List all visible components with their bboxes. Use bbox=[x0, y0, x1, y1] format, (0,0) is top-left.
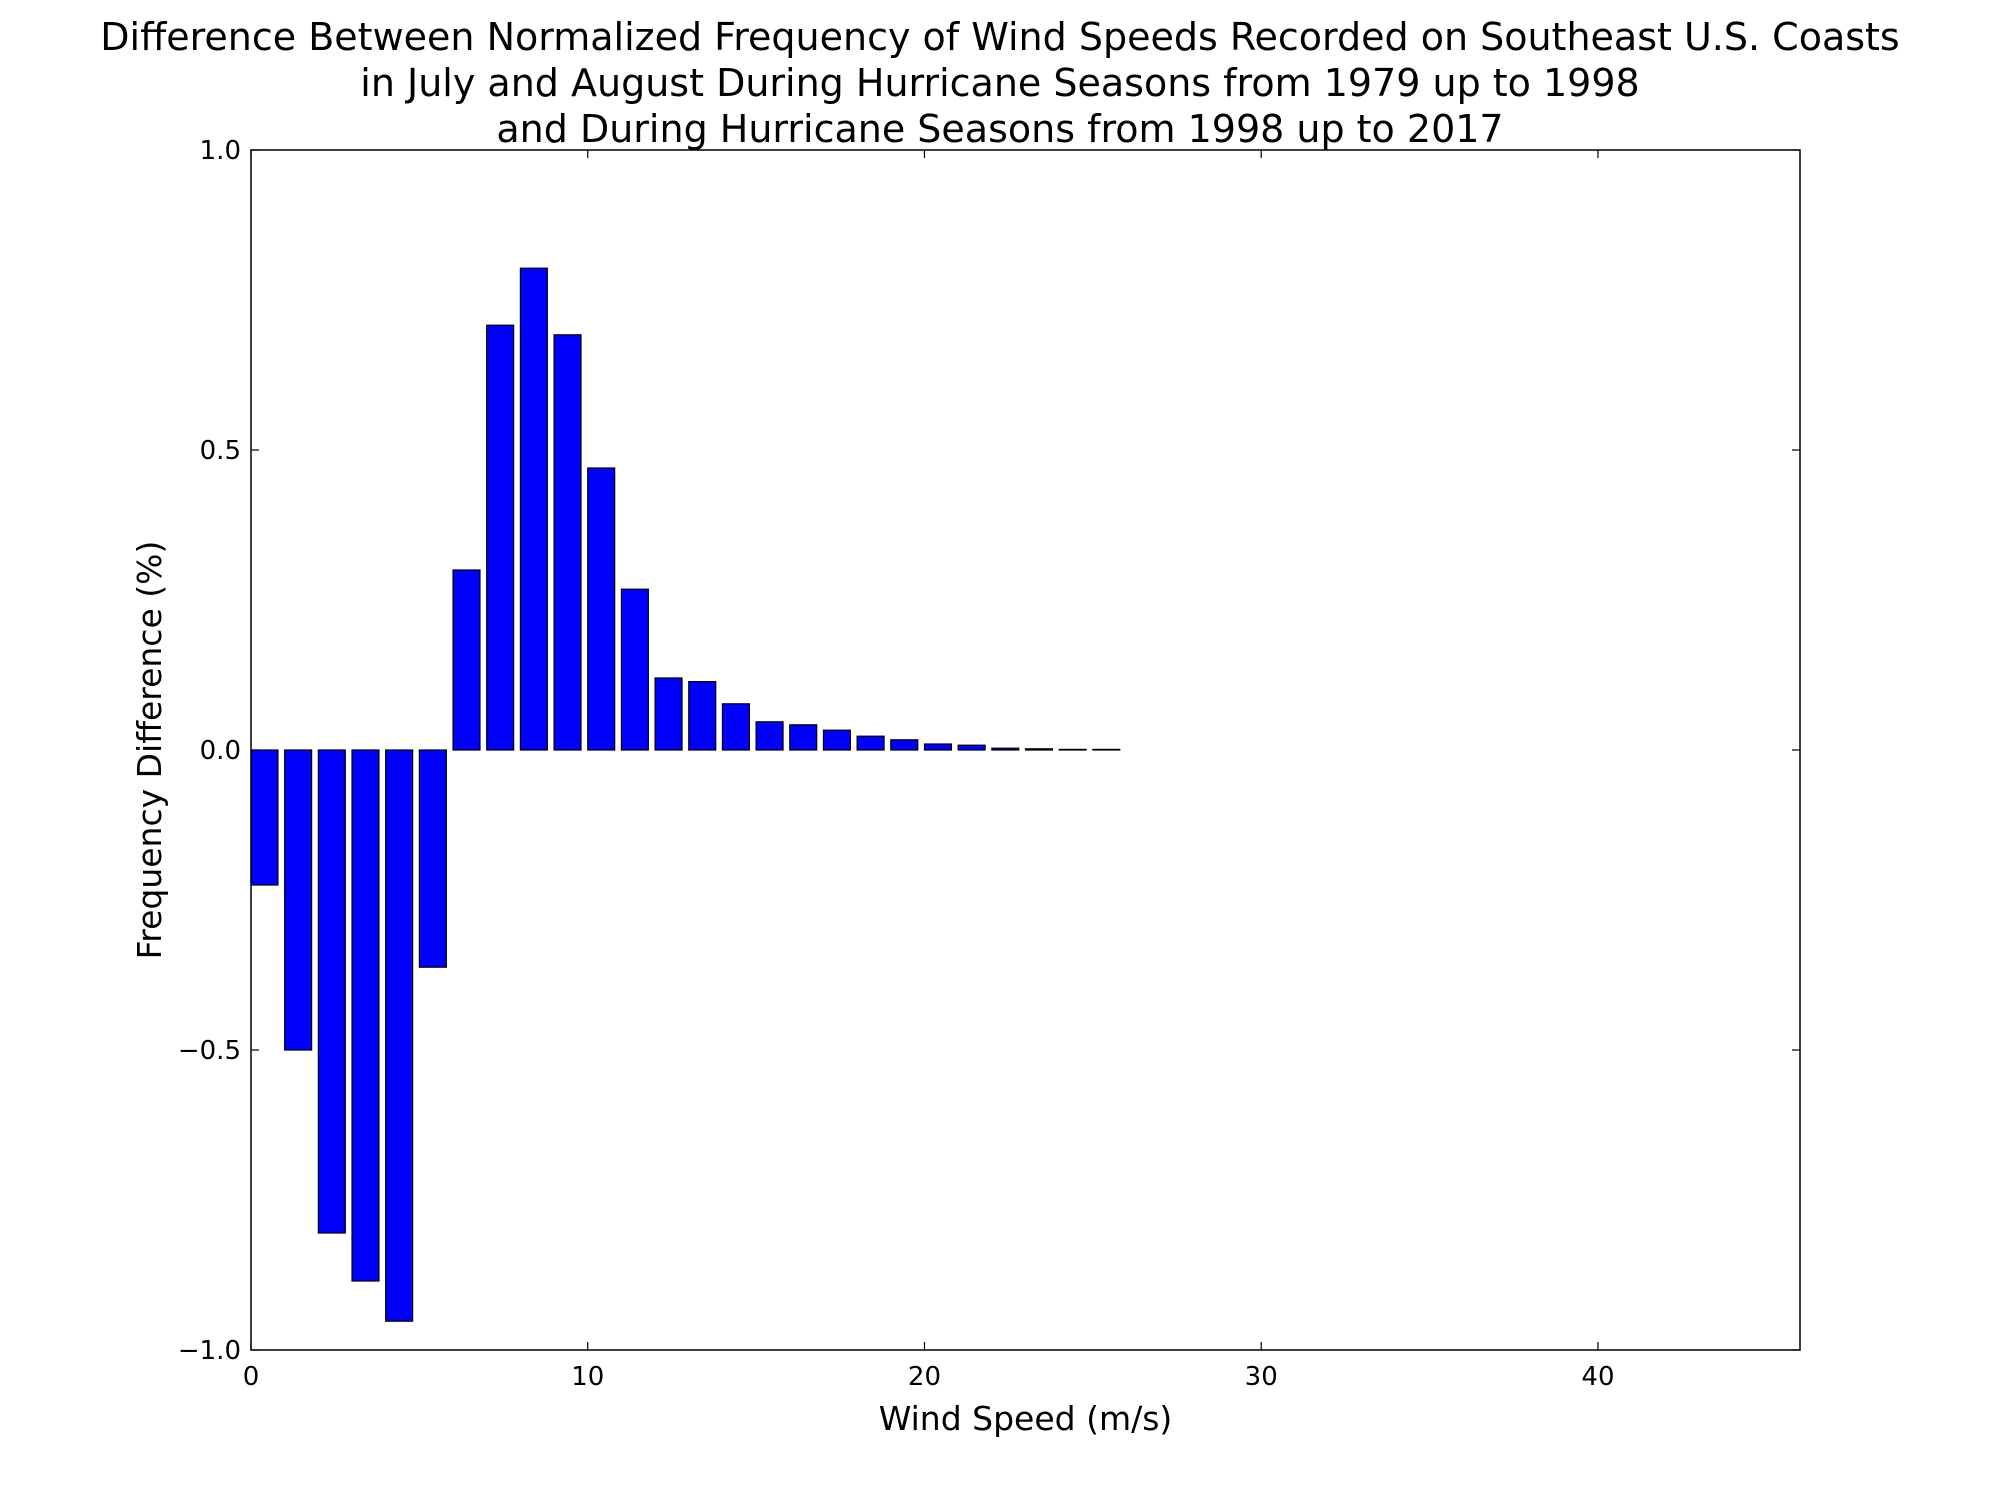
bar-23 bbox=[1024, 748, 1054, 751]
bar-10 bbox=[587, 467, 616, 751]
bar-3 bbox=[351, 749, 380, 1282]
bar-8 bbox=[519, 267, 548, 751]
bar-24 bbox=[1058, 748, 1087, 751]
x-axis-label: Wind Speed (m/s) bbox=[879, 1399, 1173, 1438]
title-line-2: in July and August During Hurricane Seas… bbox=[360, 61, 1639, 105]
bar-6 bbox=[452, 569, 481, 751]
bar-19 bbox=[890, 739, 919, 751]
bar-21 bbox=[957, 744, 986, 751]
x-tick-label-40: 40 bbox=[1581, 1362, 1614, 1392]
x-tick-label-30: 30 bbox=[1245, 1362, 1278, 1392]
bar-16 bbox=[789, 724, 818, 751]
bar-18 bbox=[856, 735, 885, 751]
bar-20 bbox=[923, 743, 953, 751]
y-tick-label-1: 1.0 bbox=[200, 136, 241, 166]
bar-11 bbox=[620, 588, 649, 751]
y-tick-label--0.5: −0.5 bbox=[178, 1036, 241, 1066]
bar-5 bbox=[418, 749, 447, 968]
bar-13 bbox=[688, 680, 717, 751]
bar-14 bbox=[721, 703, 750, 751]
bar-9 bbox=[553, 334, 582, 751]
bar-7 bbox=[486, 324, 515, 751]
x-tick-labels: 0 10 20 30 40 bbox=[243, 1362, 1615, 1392]
bar-22 bbox=[991, 747, 1020, 751]
x-tick-label-0: 0 bbox=[243, 1362, 260, 1392]
bar-1 bbox=[284, 749, 313, 1051]
bars-group bbox=[250, 267, 1121, 1322]
y-tick-label--1: −1.0 bbox=[178, 1336, 241, 1366]
y-tick-label-0.5: 0.5 bbox=[200, 436, 241, 466]
bar-4 bbox=[385, 749, 414, 1322]
bar-0 bbox=[250, 749, 279, 886]
bar-17 bbox=[822, 729, 851, 751]
title-line-1: Difference Between Normalized Frequency … bbox=[100, 15, 1899, 59]
y-tick-labels: −1.0 −0.5 0.0 0.5 1.0 bbox=[178, 136, 241, 1366]
title-line-3: and During Hurricane Seasons from 1998 u… bbox=[496, 107, 1503, 151]
plot-area-frame bbox=[250, 149, 1801, 1351]
bar-15 bbox=[755, 721, 784, 751]
x-tick-label-20: 20 bbox=[908, 1362, 941, 1392]
bar-12 bbox=[654, 677, 683, 751]
x-tick-label-10: 10 bbox=[571, 1362, 604, 1392]
y-axis-label: Frequency Difference (%) bbox=[130, 541, 169, 960]
chart-title: Difference Between Normalized Frequency … bbox=[100, 15, 1899, 151]
bar-25 bbox=[1092, 748, 1121, 751]
y-tick-label-0: 0.0 bbox=[200, 736, 241, 766]
bar-2 bbox=[317, 749, 346, 1234]
